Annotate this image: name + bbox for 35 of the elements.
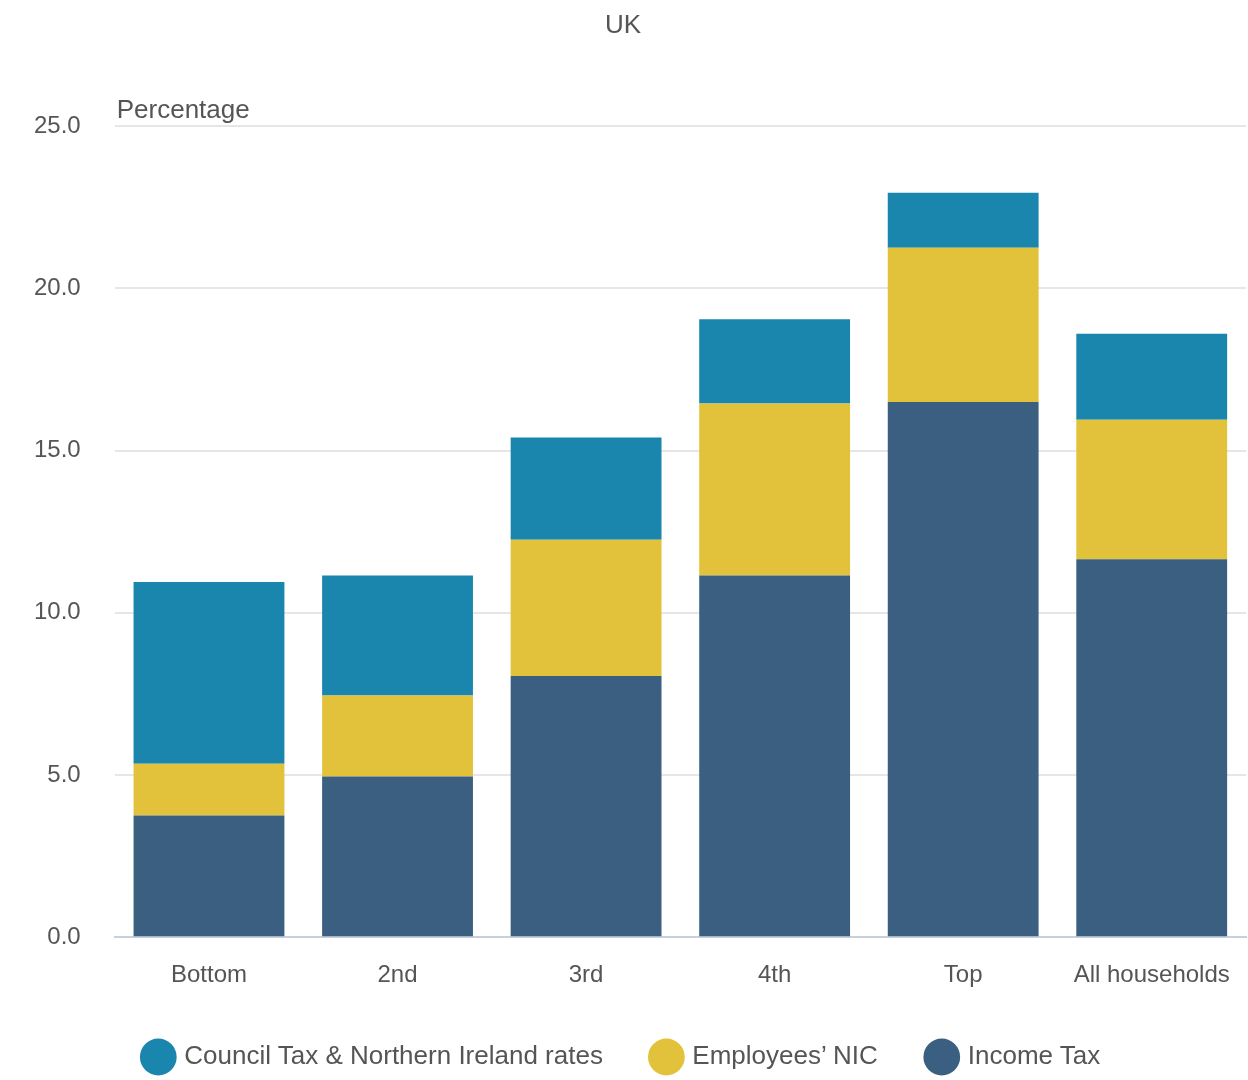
y-axis-title: Percentage xyxy=(116,94,250,125)
y-tick-label: 5.0 xyxy=(47,759,81,787)
bar xyxy=(887,401,1039,937)
x-tick-label: Bottom xyxy=(170,960,247,988)
bar xyxy=(133,763,285,816)
bar xyxy=(1076,333,1228,420)
bar xyxy=(322,776,473,937)
bar xyxy=(887,192,1039,248)
y-tick-label: 10.0 xyxy=(33,597,81,625)
bar xyxy=(510,437,662,540)
bar xyxy=(699,575,851,937)
legend-label: Income Tax xyxy=(967,1040,1101,1071)
bar xyxy=(133,581,285,764)
bar xyxy=(887,247,1039,402)
bar xyxy=(510,676,662,937)
bar xyxy=(699,319,851,404)
bar xyxy=(1076,559,1228,937)
y-tick-label: 20.0 xyxy=(33,273,81,301)
x-tick-label: All households xyxy=(1073,960,1230,988)
chart-title: UK xyxy=(604,8,642,39)
bar xyxy=(133,815,285,937)
bar xyxy=(510,539,662,677)
x-tick-label: 4th xyxy=(757,960,792,988)
y-tick-label: 15.0 xyxy=(33,435,81,463)
legend-label: Council Tax & Northern Ireland rates xyxy=(184,1040,603,1071)
y-tick-label: 25.0 xyxy=(33,110,81,138)
legend-label: Employees’ NIC xyxy=(692,1040,878,1071)
y-tick-label: 0.0 xyxy=(47,921,81,949)
x-tick-label: Top xyxy=(943,960,983,988)
bar xyxy=(1076,419,1228,560)
bar xyxy=(322,695,473,777)
bar xyxy=(699,403,851,576)
x-tick-label: 2nd xyxy=(377,960,418,988)
x-tick-label: 3rd xyxy=(568,960,604,988)
bar xyxy=(322,575,473,696)
